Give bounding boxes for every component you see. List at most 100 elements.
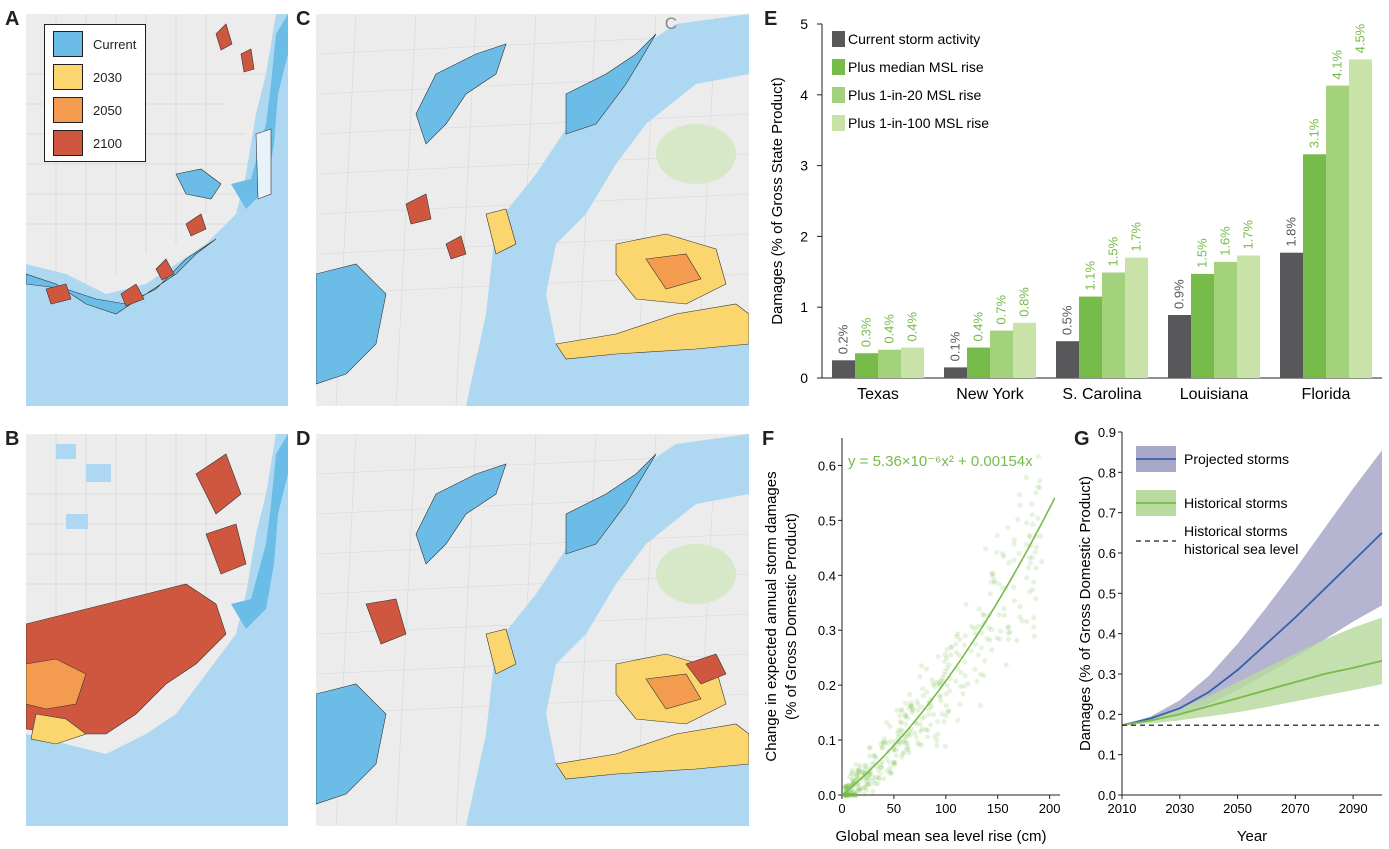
- scatter-point: [943, 691, 949, 697]
- scatter-point: [852, 792, 858, 798]
- legend-swatch: [53, 130, 83, 156]
- scatter-point: [1035, 453, 1042, 460]
- scatter-point: [891, 759, 897, 766]
- map-miami-a: Current 2030 2050 2100: [26, 14, 288, 406]
- y-tick-label: 3: [800, 158, 808, 174]
- scatter-point: [854, 771, 860, 777]
- bar: [944, 367, 967, 378]
- scatter-point: [862, 763, 868, 770]
- scatter-point: [867, 753, 873, 759]
- scatter-point: [912, 730, 918, 736]
- scatter-point: [1037, 478, 1043, 484]
- scatter-point: [968, 648, 974, 654]
- scatter-point: [1031, 633, 1038, 639]
- panel-label-f: F: [762, 428, 775, 450]
- scatter-point: [1029, 512, 1035, 518]
- scatter-point: [849, 777, 855, 783]
- scatter-point: [953, 633, 959, 640]
- scatter-point: [848, 792, 854, 798]
- scatter-point: [885, 740, 891, 746]
- legend-label: Plus median MSL rise: [848, 59, 984, 75]
- bar-data-label: 1.7%: [1241, 219, 1256, 249]
- scatter-point: [849, 770, 855, 776]
- scatter-point: [893, 747, 899, 753]
- scatter-point: [876, 775, 882, 782]
- scatter-point: [887, 768, 893, 775]
- scatter-point: [923, 726, 929, 733]
- scatter-point: [867, 771, 873, 778]
- scatter-point: [990, 571, 996, 577]
- scatter-point: [931, 734, 938, 740]
- scatter-point: [1024, 575, 1030, 581]
- scatter-point: [1029, 555, 1035, 561]
- scatter-point: [865, 770, 871, 776]
- bar: [1349, 59, 1372, 379]
- scatter-point: [878, 741, 884, 747]
- scatter-point: [881, 736, 887, 742]
- scatter-point: [920, 693, 927, 699]
- y-tick-label: 0.6: [818, 458, 836, 473]
- chart-e-bar: 0 1 2 3 4 5 Damages (% of Gross State Product)…: [769, 16, 1382, 403]
- scatter-point: [895, 727, 901, 734]
- scatter-point: [901, 749, 907, 755]
- scatter-point: [919, 704, 925, 710]
- bar: [1102, 272, 1125, 378]
- y-tick-label: 0.3: [1098, 667, 1116, 682]
- scatter-point: [844, 792, 851, 798]
- scatter-point: [898, 727, 904, 733]
- scatter-point: [977, 702, 984, 709]
- scatter-point: [1000, 550, 1006, 557]
- scatter-point: [928, 704, 934, 710]
- scatter-point: [942, 658, 948, 665]
- map-miami-b: [26, 434, 288, 826]
- scatter-point: [923, 666, 930, 672]
- scatter-point: [1031, 615, 1037, 621]
- scatter-point: [888, 770, 895, 776]
- y-tick-label: 0.9: [1098, 425, 1116, 440]
- scatter-point: [846, 782, 852, 789]
- scatter-point: [902, 713, 908, 719]
- scatter-point: [957, 701, 963, 707]
- scatter-point: [865, 781, 871, 787]
- scatter-point: [895, 731, 901, 737]
- y-tick-label: 0.3: [818, 623, 836, 638]
- y-tick-label: 0: [800, 370, 808, 386]
- scatter-point: [893, 738, 899, 745]
- scatter-point: [899, 708, 905, 714]
- scatter-point: [845, 792, 851, 798]
- scatter-point: [858, 785, 864, 791]
- scatter-point: [919, 726, 925, 732]
- scatter-point: [892, 759, 898, 766]
- scatter-point: [880, 744, 886, 750]
- scatter-point: [860, 777, 867, 783]
- legend-swatch: [53, 97, 83, 123]
- scatter-point: [867, 745, 873, 751]
- scatter-point: [996, 612, 1002, 618]
- panel-label-d: D: [296, 428, 311, 450]
- scatter-point: [881, 775, 887, 782]
- scatter-point: [975, 623, 981, 630]
- scatter-point: [968, 623, 974, 630]
- scatter-point: [882, 740, 888, 746]
- scatter-point: [971, 625, 977, 632]
- scatter-point: [863, 783, 869, 789]
- scatter-point: [915, 701, 921, 708]
- scatter-point: [989, 570, 995, 576]
- scatter-point: [944, 647, 950, 653]
- scatter-point: [844, 792, 850, 798]
- legend-label: Historical storms: [1184, 495, 1287, 511]
- scatter-point: [919, 742, 925, 748]
- scatter-point: [884, 755, 890, 761]
- scatter-point: [886, 759, 892, 765]
- scatter-point: [1017, 502, 1023, 508]
- scatter-point: [1011, 584, 1017, 590]
- scatter-point: [872, 753, 878, 759]
- scatter-point: [1019, 617, 1025, 624]
- scatter-point: [929, 677, 935, 683]
- scatter-point: [854, 772, 860, 778]
- scatter-point: [907, 732, 913, 738]
- y-tick-label: 0.0: [1098, 788, 1116, 803]
- scatter-point: [845, 792, 851, 798]
- scatter-point: [872, 780, 878, 786]
- scatter-point: [862, 766, 868, 773]
